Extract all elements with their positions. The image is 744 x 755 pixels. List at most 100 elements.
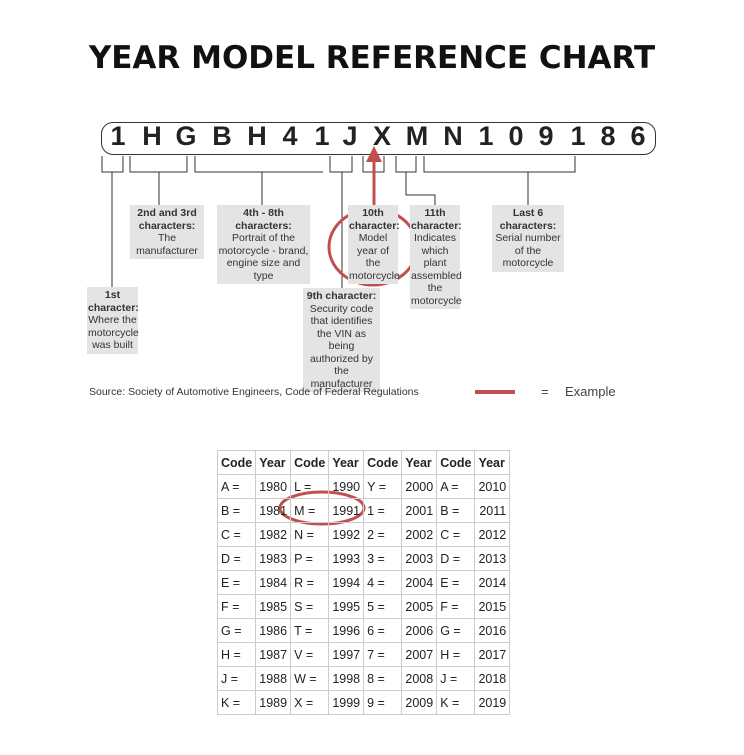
year-cell: 1995 — [328, 594, 365, 619]
year-cell: 2007 — [401, 642, 438, 667]
table-row: A = 1980 L = 1990 Y = 2000 A = 2010 — [216, 474, 511, 499]
code-cell: L = — [290, 474, 330, 499]
code-cell: 8 = — [363, 666, 403, 691]
vin-character: 1 — [314, 121, 330, 151]
year-cell: 2006 — [401, 618, 438, 643]
code-cell: S = — [290, 594, 330, 619]
code-cell: E = — [436, 570, 476, 595]
year-cell: 2010 — [474, 474, 511, 499]
year-cell: 1980 — [255, 474, 292, 499]
year-cell: 1988 — [255, 666, 292, 691]
vin-box — [101, 122, 656, 155]
table-row: G = 1986 T = 1996 6 = 2006 G = 2016 — [216, 618, 511, 643]
year-cell: 1983 — [255, 546, 292, 571]
code-cell: C = — [216, 522, 257, 547]
table-row: F = 1985 S = 1995 5 = 2005 F = 2015 — [216, 594, 511, 619]
year-cell: 2013 — [474, 546, 511, 571]
code-cell: P = — [290, 546, 330, 571]
label-9th: 9th character: Security code that identif… — [303, 288, 380, 392]
year-cell: 2000 — [401, 474, 438, 499]
code-cell: A = — [216, 474, 257, 499]
arrow-head-icon — [366, 146, 382, 162]
code-cell: 7 = — [363, 642, 403, 667]
vin-character: N — [443, 121, 463, 151]
table-row: B = 1981 M = 1991 1 = 2001 B = 2011 — [216, 498, 511, 523]
vin-character: 1 — [570, 121, 586, 151]
code-cell: B = — [436, 498, 476, 523]
code-cell: 9 = — [363, 690, 403, 715]
vin-character: 1 — [110, 121, 126, 151]
table-header-row: Code Year Code Year Code Year Code Year — [216, 450, 511, 475]
year-cell: 1993 — [328, 546, 365, 571]
code-cell: W = — [290, 666, 330, 691]
vin-character: H — [142, 121, 162, 151]
code-cell: 1 = — [363, 498, 403, 523]
page-title: YEAR MODEL REFERENCE CHART — [88, 40, 656, 76]
code-cell: G = — [436, 618, 476, 643]
year-cell: 2008 — [401, 666, 438, 691]
year-cell: 1996 — [328, 618, 365, 643]
year-cell: 2004 — [401, 570, 438, 595]
year-cell: 1981 — [255, 498, 292, 523]
year-code-table: Code Year Code Year Code Year Code Year A = 1980… — [216, 450, 511, 715]
column-header: Year — [401, 450, 438, 475]
column-header: Code — [216, 450, 257, 475]
table-row: J = 1988 W = 1998 8 = 2008 J = 2018 — [216, 666, 511, 691]
code-cell: X = — [290, 690, 330, 715]
code-cell: F = — [216, 594, 257, 619]
code-cell: J = — [216, 666, 257, 691]
code-cell: 5 = — [363, 594, 403, 619]
vin-character: X — [372, 121, 391, 151]
code-cell: N = — [290, 522, 330, 547]
bracket-9th — [329, 156, 353, 288]
vin-character: G — [175, 121, 197, 151]
vin-character: M — [405, 121, 429, 151]
source-note: Source: Society of Automotive Engineers,… — [89, 386, 419, 398]
code-cell: F = — [436, 594, 476, 619]
table-row: D = 1983 P = 1993 3 = 2003 D = 2013 — [216, 546, 511, 571]
year-cell: 2016 — [474, 618, 511, 643]
vin-character: H — [247, 121, 267, 151]
vin-character: 6 — [630, 121, 646, 151]
year-cell: 2001 — [401, 498, 438, 523]
bracket-4th-8th — [194, 156, 323, 205]
code-cell: 2 = — [363, 522, 403, 547]
vin-character: 0 — [508, 121, 524, 151]
code-cell: D = — [436, 546, 476, 571]
code-cell: A = — [436, 474, 476, 499]
year-cell: 1998 — [328, 666, 365, 691]
year-cell: 2019 — [474, 690, 511, 715]
vin-character: J — [342, 121, 358, 151]
year-cell: 2018 — [474, 666, 511, 691]
code-cell: V = — [290, 642, 330, 667]
label-10th: 10th character: Model year of the motorcy… — [348, 205, 400, 284]
year-cell: 2012 — [474, 522, 511, 547]
year-cell: 1992 — [328, 522, 365, 547]
code-cell: C = — [436, 522, 476, 547]
year-cell: 1997 — [328, 642, 365, 667]
code-cell: G = — [216, 618, 257, 643]
code-cell: K = — [436, 690, 476, 715]
label-last6: Last 6 characters: Serial number of the m… — [492, 205, 564, 272]
year-cell: 2015 — [474, 594, 511, 619]
legend-label: Example — [565, 384, 616, 399]
code-cell: 4 = — [363, 570, 403, 595]
vin-character: 8 — [600, 121, 616, 151]
bracket-2nd-3rd — [129, 156, 188, 205]
column-header: Code — [363, 450, 403, 475]
year-cell: 1989 — [255, 690, 292, 715]
table-row: E = 1984 R = 1994 4 = 2004 E = 2014 — [216, 570, 511, 595]
bracket-11th — [395, 156, 436, 205]
bracket-1st — [101, 156, 124, 287]
label-1st: 1st character: Where the motorcycle was b… — [87, 287, 139, 354]
code-cell: J = — [436, 666, 476, 691]
table-row: H = 1987 V = 1997 7 = 2007 H = 2017 — [216, 642, 511, 667]
code-cell: T = — [290, 618, 330, 643]
code-cell: H = — [216, 642, 257, 667]
label-4th-8th: 4th - 8th characters: Portrait of the mot… — [217, 205, 310, 284]
year-cell: 1986 — [255, 618, 292, 643]
year-cell: 1984 — [255, 570, 292, 595]
code-cell: B = — [216, 498, 257, 523]
code-cell: E = — [216, 570, 257, 595]
